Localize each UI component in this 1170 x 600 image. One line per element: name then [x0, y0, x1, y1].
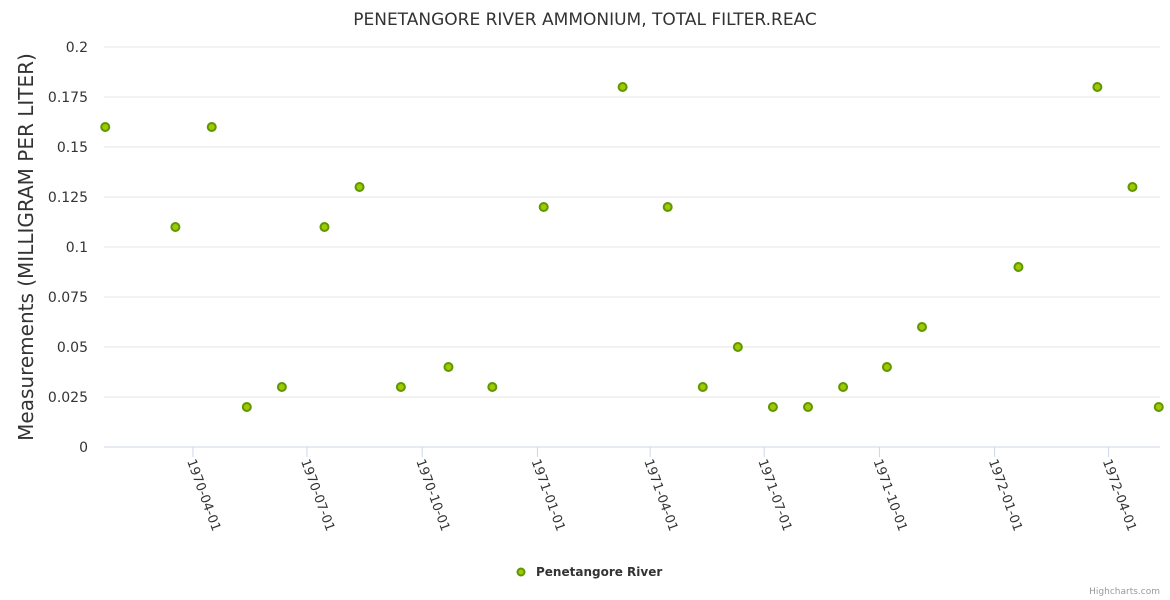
y-tick-label: 0.15	[57, 140, 88, 156]
x-tick-label: 1971-01-01	[528, 457, 568, 533]
x-tick-label: 1972-04-01	[1099, 457, 1139, 533]
y-tick-label: 0.2	[66, 40, 88, 56]
data-point[interactable]	[241, 402, 252, 412]
data-point[interactable]	[206, 122, 217, 132]
data-point[interactable]	[1013, 262, 1024, 272]
gridlines	[104, 46, 1160, 448]
legend-marker	[516, 567, 526, 577]
data-point[interactable]	[395, 382, 406, 392]
data-point[interactable]	[100, 122, 111, 132]
x-tick-label: 1971-04-01	[640, 457, 680, 533]
data-point[interactable]	[443, 362, 454, 372]
data-point[interactable]	[803, 402, 813, 412]
chart-title: PENETANGORE RIVER AMMONIUM, TOTAL FILTER…	[353, 10, 817, 30]
data-points	[100, 82, 1164, 412]
data-point[interactable]	[538, 202, 549, 212]
credits[interactable]: Highcharts.com	[1089, 587, 1160, 597]
legend-label-penetangore-river[interactable]: Penetangore River	[536, 565, 662, 579]
data-point[interactable]	[732, 342, 743, 352]
y-tick-label: 0.025	[48, 390, 88, 406]
data-point[interactable]	[662, 202, 673, 212]
y-axis-ticks: 0 0.025 0.05 0.075 0.1 0.125 0.15 0.175 0.2	[48, 40, 88, 456]
x-axis: 1970-04-01 1970-07-01 1970-10-01 1971-01-01…	[183, 447, 1139, 533]
x-tick-label: 1970-10-01	[412, 457, 452, 533]
y-tick-label: 0.075	[48, 290, 88, 306]
y-tick-label: 0.05	[57, 340, 88, 356]
y-tick-label: 0.175	[48, 90, 88, 106]
data-point[interactable]	[1092, 82, 1103, 92]
data-point[interactable]	[838, 382, 849, 392]
data-point[interactable]	[767, 402, 778, 412]
x-tick-label: 1971-07-01	[754, 457, 794, 533]
x-tick-label: 1970-04-01	[183, 457, 223, 533]
x-tick-label: 1970-07-01	[297, 457, 337, 533]
data-point[interactable]	[487, 382, 498, 392]
y-tick-label: 0.125	[48, 190, 88, 206]
x-tick-label: 1971-10-01	[870, 457, 910, 533]
data-point[interactable]	[697, 382, 708, 392]
y-tick-label: 0	[79, 440, 88, 456]
data-point[interactable]	[881, 362, 892, 372]
data-point[interactable]	[1153, 402, 1164, 412]
legend[interactable]: Penetangore River	[516, 565, 663, 579]
data-point[interactable]	[276, 382, 287, 392]
x-tick-label: 1972-01-01	[985, 457, 1025, 533]
data-point[interactable]	[617, 82, 628, 92]
data-point[interactable]	[319, 222, 330, 232]
data-point[interactable]	[1127, 182, 1138, 192]
y-axis-label: Measurements (MILLIGRAM PER LITER)	[14, 53, 38, 441]
data-point[interactable]	[916, 322, 927, 332]
data-point[interactable]	[170, 222, 181, 232]
data-point[interactable]	[354, 182, 365, 192]
y-tick-label: 0.1	[66, 240, 88, 256]
